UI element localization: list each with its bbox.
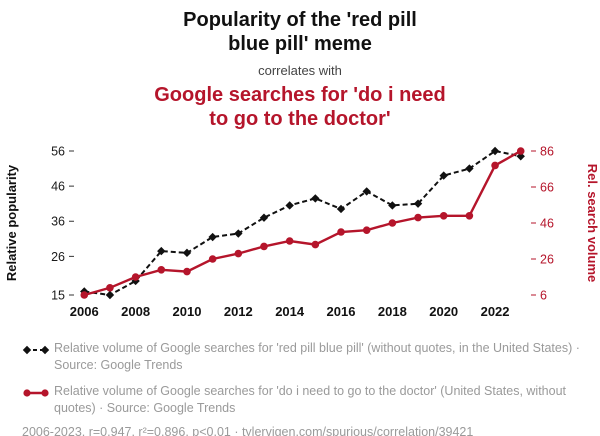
svg-text:2010: 2010: [173, 304, 202, 319]
left-axis-title: Relative popularity: [4, 164, 19, 281]
diamond-marker: [157, 246, 166, 256]
svg-text:36: 36: [51, 215, 65, 229]
svg-text:2018: 2018: [378, 304, 407, 319]
diamond-marker: [105, 290, 115, 300]
stats-and-source-line: 2006-2023, r=0.947, r²=0.896, p<0.01 · t…: [22, 425, 474, 436]
legend-label-red-series: Relative volume of Google searches for '…: [54, 383, 567, 415]
svg-text:2014: 2014: [275, 304, 305, 319]
legend-item-black-series: Relative volume of Google searches for '…: [22, 340, 580, 375]
svg-text:56: 56: [51, 145, 65, 159]
svg-text:66: 66: [540, 181, 554, 195]
x-axis: 2006 2008 2010 2012 2014 2016 2018 2020 2022: [70, 304, 510, 319]
circle-marker: [208, 255, 217, 263]
svg-text:6: 6: [540, 289, 547, 303]
chart-subtitle: correlates with: [258, 63, 342, 78]
legend-item-red-series: Relative volume of Google searches for '…: [22, 383, 580, 418]
svg-text:26: 26: [51, 250, 65, 264]
circle-marker: [260, 242, 268, 251]
diamond-marker: [311, 194, 320, 203]
diamond-marker: [336, 204, 346, 214]
svg-text:2022: 2022: [481, 304, 510, 319]
red-line-circle-icon: [22, 383, 54, 404]
circle-marker: [362, 226, 371, 234]
circle-marker: [465, 212, 474, 220]
circle-marker: [516, 147, 525, 155]
svg-text:2020: 2020: [429, 304, 458, 319]
series-red-pill-blue-pill: [80, 146, 525, 300]
svg-text:26: 26: [540, 253, 554, 267]
circle-marker: [183, 267, 191, 276]
svg-text:15: 15: [51, 289, 65, 303]
circle-marker: [491, 161, 499, 170]
circle-marker: [311, 240, 320, 249]
svg-text:2008: 2008: [121, 304, 150, 319]
svg-text:46: 46: [540, 217, 554, 231]
svg-text:2006: 2006: [70, 304, 99, 319]
diamond-marker: [362, 187, 371, 196]
chart-area: 15 26 36 46 56 6 26 46 66 86 2006 2008 2010 2012 2014 2…: [0, 135, 600, 330]
diamond-marker: [439, 171, 448, 180]
svg-text:2012: 2012: [224, 304, 253, 319]
svg-text:2016: 2016: [327, 304, 356, 319]
diamond-marker: [285, 201, 294, 210]
circle-marker: [157, 266, 166, 274]
series-do-i-need-to-go-to-the-doctor: [80, 147, 525, 299]
diamond-marker: [182, 248, 192, 258]
chart-legend: Relative volume of Google searches for '…: [22, 340, 580, 417]
circle-marker: [337, 228, 345, 236]
circle-marker: [131, 273, 140, 281]
circle-marker: [414, 213, 422, 222]
chart-title-red: Google searches for 'do i need to go to …: [154, 84, 446, 130]
circle-marker: [388, 219, 397, 227]
circle-marker: [285, 237, 294, 245]
circle-marker: [234, 249, 243, 258]
chart-title-black: Popularity of the 'red pill blue pill' m…: [183, 9, 417, 55]
svg-text:46: 46: [51, 180, 65, 194]
diamond-marker: [234, 229, 243, 238]
circle-marker: [106, 284, 114, 292]
right-axis: 6 26 46 66 86: [531, 145, 554, 303]
circle-marker: [80, 291, 89, 299]
circle-marker: [439, 212, 448, 220]
diamond-marker: [259, 213, 269, 222]
diamond-marker: [413, 199, 423, 208]
diamond-marker: [208, 232, 217, 242]
svg-text:86: 86: [540, 145, 554, 159]
left-axis: 15 26 36 46 56: [51, 145, 74, 303]
chart-header: Popularity of the 'red pill blue pill' m…: [0, 0, 600, 131]
right-axis-title: Rel. search volume: [585, 164, 600, 283]
diamond-marker: [388, 201, 397, 210]
legend-label-black-series: Relative volume of Google searches for '…: [54, 341, 580, 373]
diamond-marker: [516, 152, 525, 161]
black-dashed-line-diamond-icon: [22, 340, 54, 361]
